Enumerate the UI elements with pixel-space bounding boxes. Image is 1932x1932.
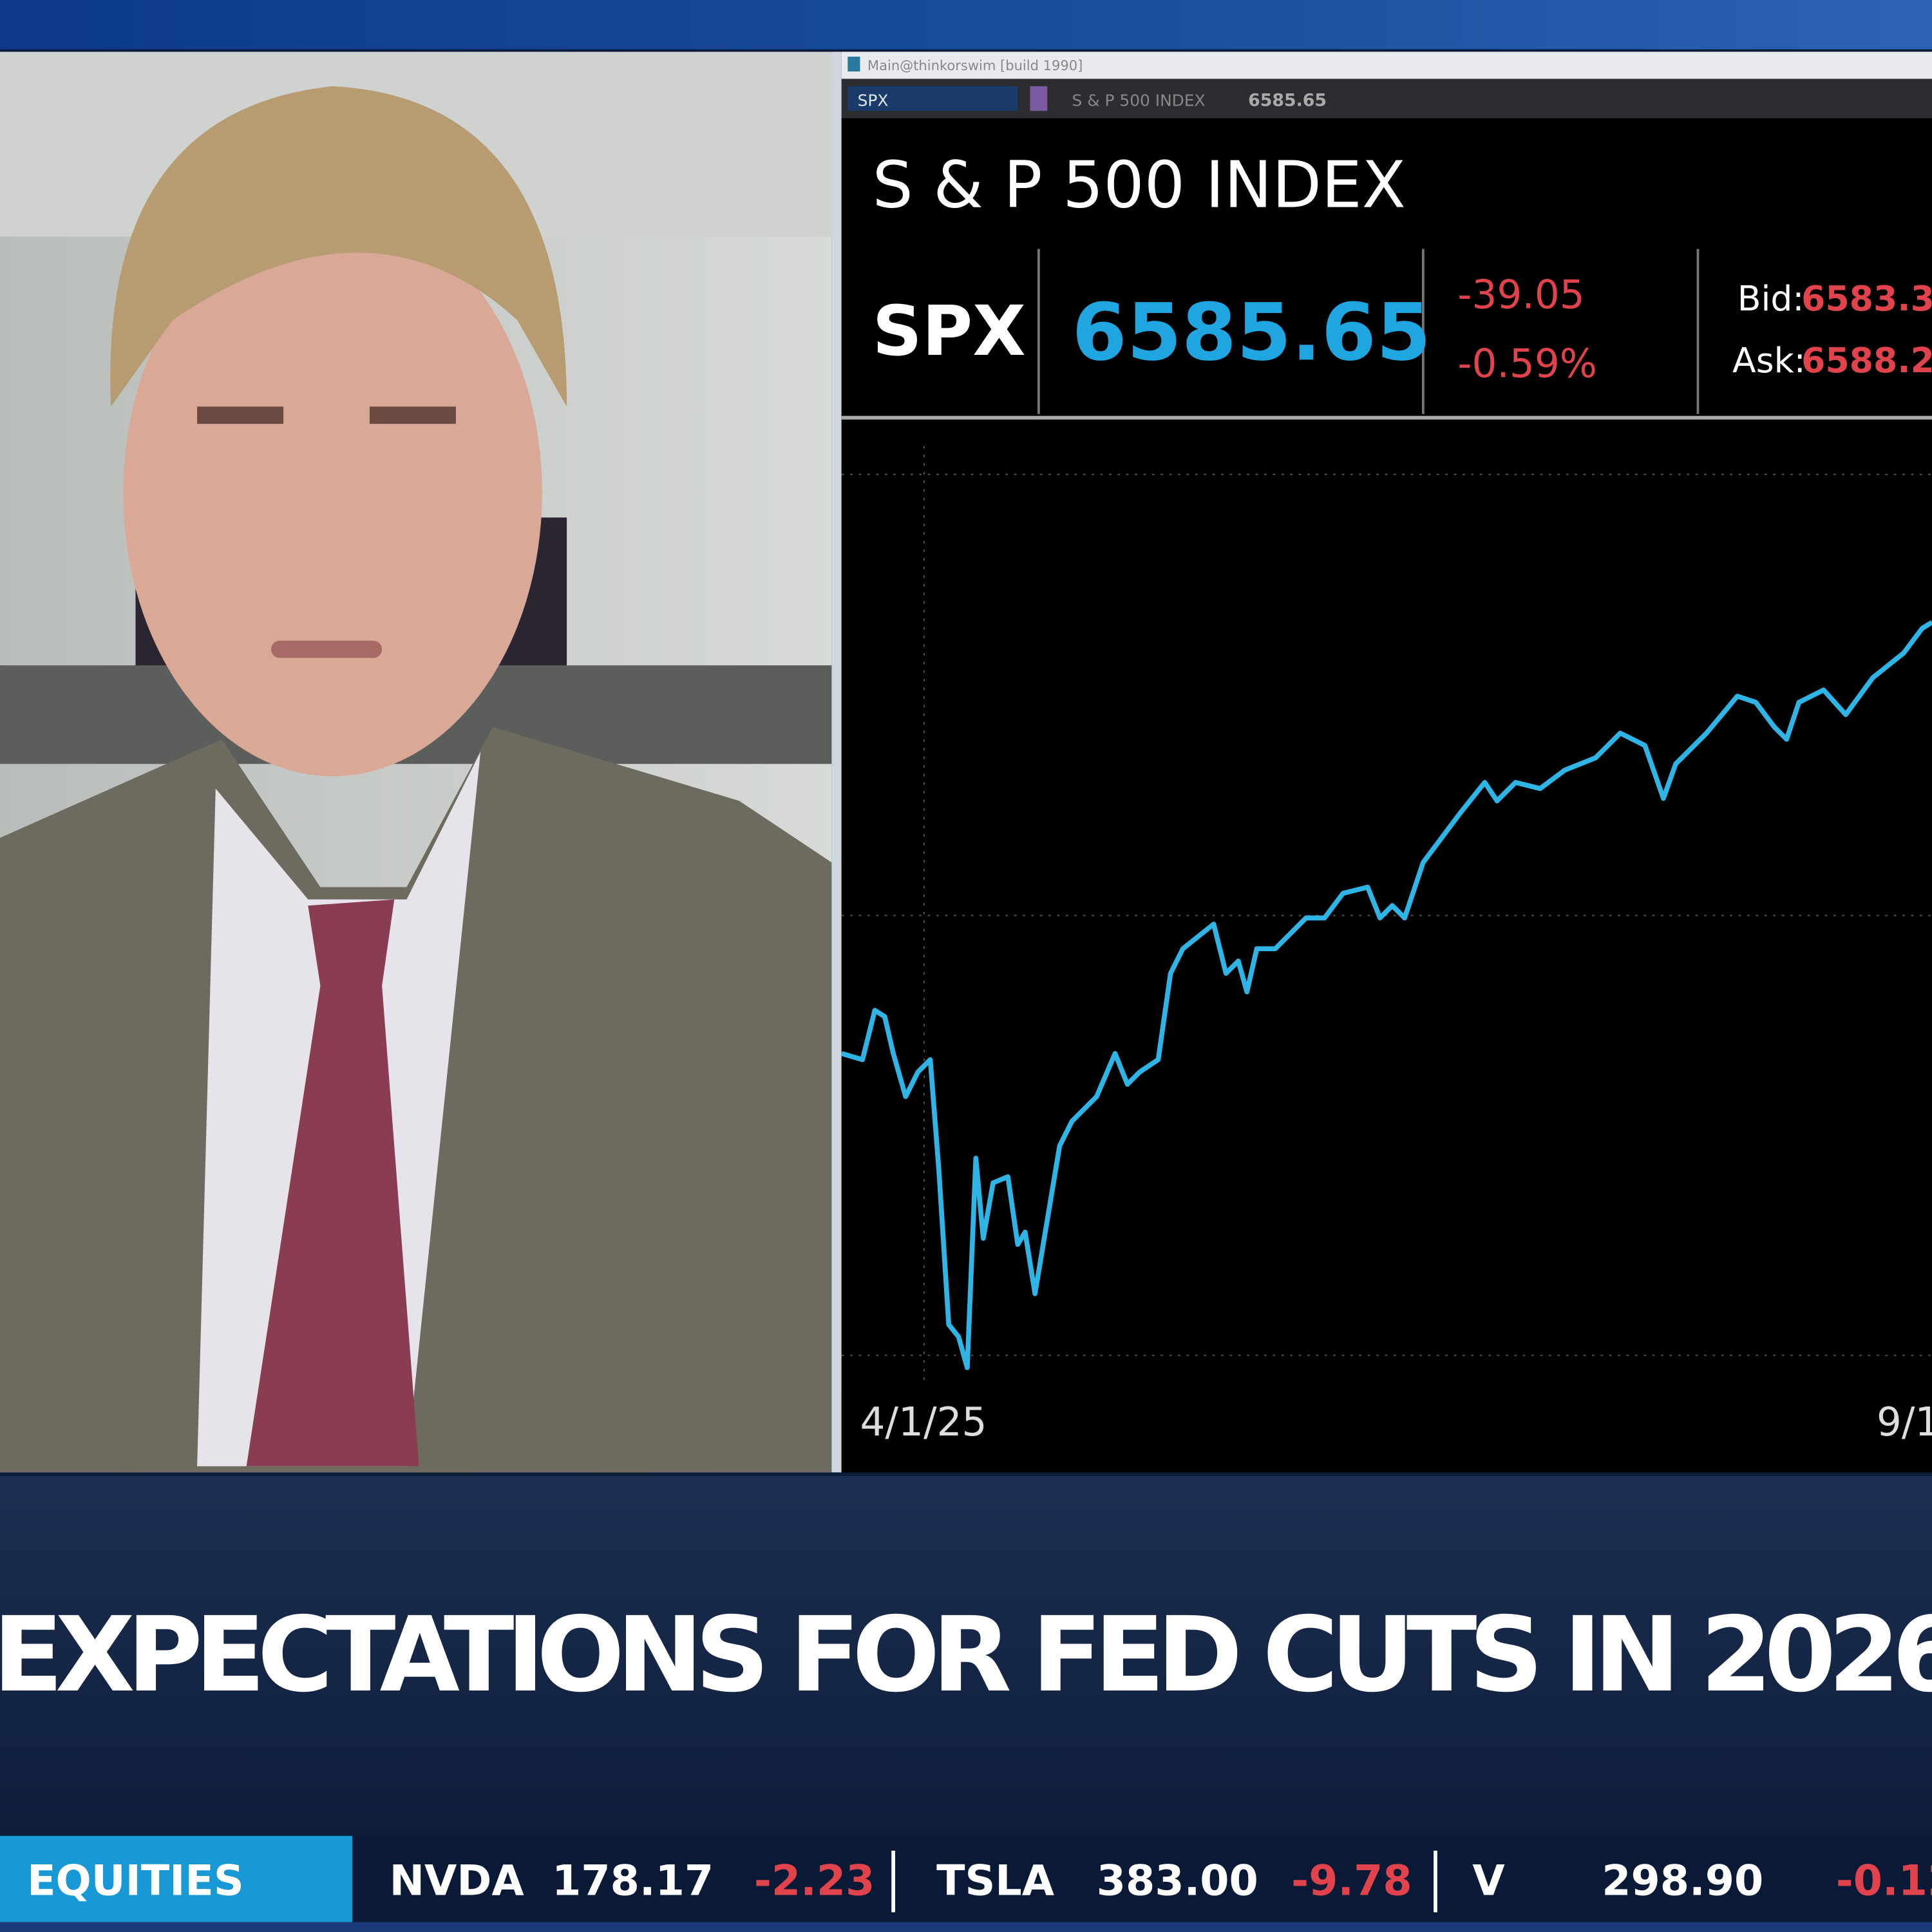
price-chart [840,446,1932,1387]
window-title-bar [841,52,1932,79]
quote-change: -39.05 [1457,272,1584,317]
window-title: Main@thinkorswim [build 1990] [867,57,1083,73]
price-line [840,620,1932,1370]
headline-band [0,1476,1932,1836]
symbol-box[interactable] [848,86,1018,111]
ticker-price: 178.17 [552,1857,714,1906]
headline: EXPECTATIONS FOR FED CUTS IN 2026 [0,1595,1932,1715]
quote-name: S & P 500 INDEX [873,148,1406,222]
x-label: 9/1 [1877,1399,1932,1445]
toolbar-last: 6585.65 [1248,91,1327,111]
toolbar [841,79,1932,118]
quote-last: 6585.65 [1072,287,1432,379]
ticker-symbol: V [1472,1857,1505,1906]
x-label: 4/1/25 [860,1399,987,1445]
ticker-label-box [0,1835,353,1922]
ticker-change: -9.78 [1291,1857,1412,1906]
ask-label: Ask: [1732,340,1806,381]
toolbar-name: S & P 500 INDEX [1072,91,1206,110]
ticker-price: 383.00 [1097,1857,1258,1906]
ticker-label: EQUITIES [27,1857,244,1906]
ticker-symbol: NVDA [390,1857,525,1906]
video-feed [0,52,832,1473]
bid-label: Bid: [1738,278,1804,319]
ticker-price: 298.90 [1602,1857,1763,1906]
chart-panel [841,118,1932,1473]
ticker-change: -2.23 [754,1857,875,1906]
top-bar [0,0,1932,50]
ask-value: 6588.2 [1801,340,1932,381]
ticker-items: NVDA 178.17 -2.23 TSLA 383.00 -9.78 V 298.90 -0.… [390,1850,1932,1913]
quote-symbol: SPX [873,292,1026,372]
quote-change-pct: -0.59% [1457,341,1597,386]
toolbar-symbol: SPX [858,91,889,110]
ticker-symbol: TSLA [936,1857,1055,1906]
ticker-change: -0.12 [1836,1857,1932,1906]
bid-value: 6583.3 [1801,278,1932,319]
